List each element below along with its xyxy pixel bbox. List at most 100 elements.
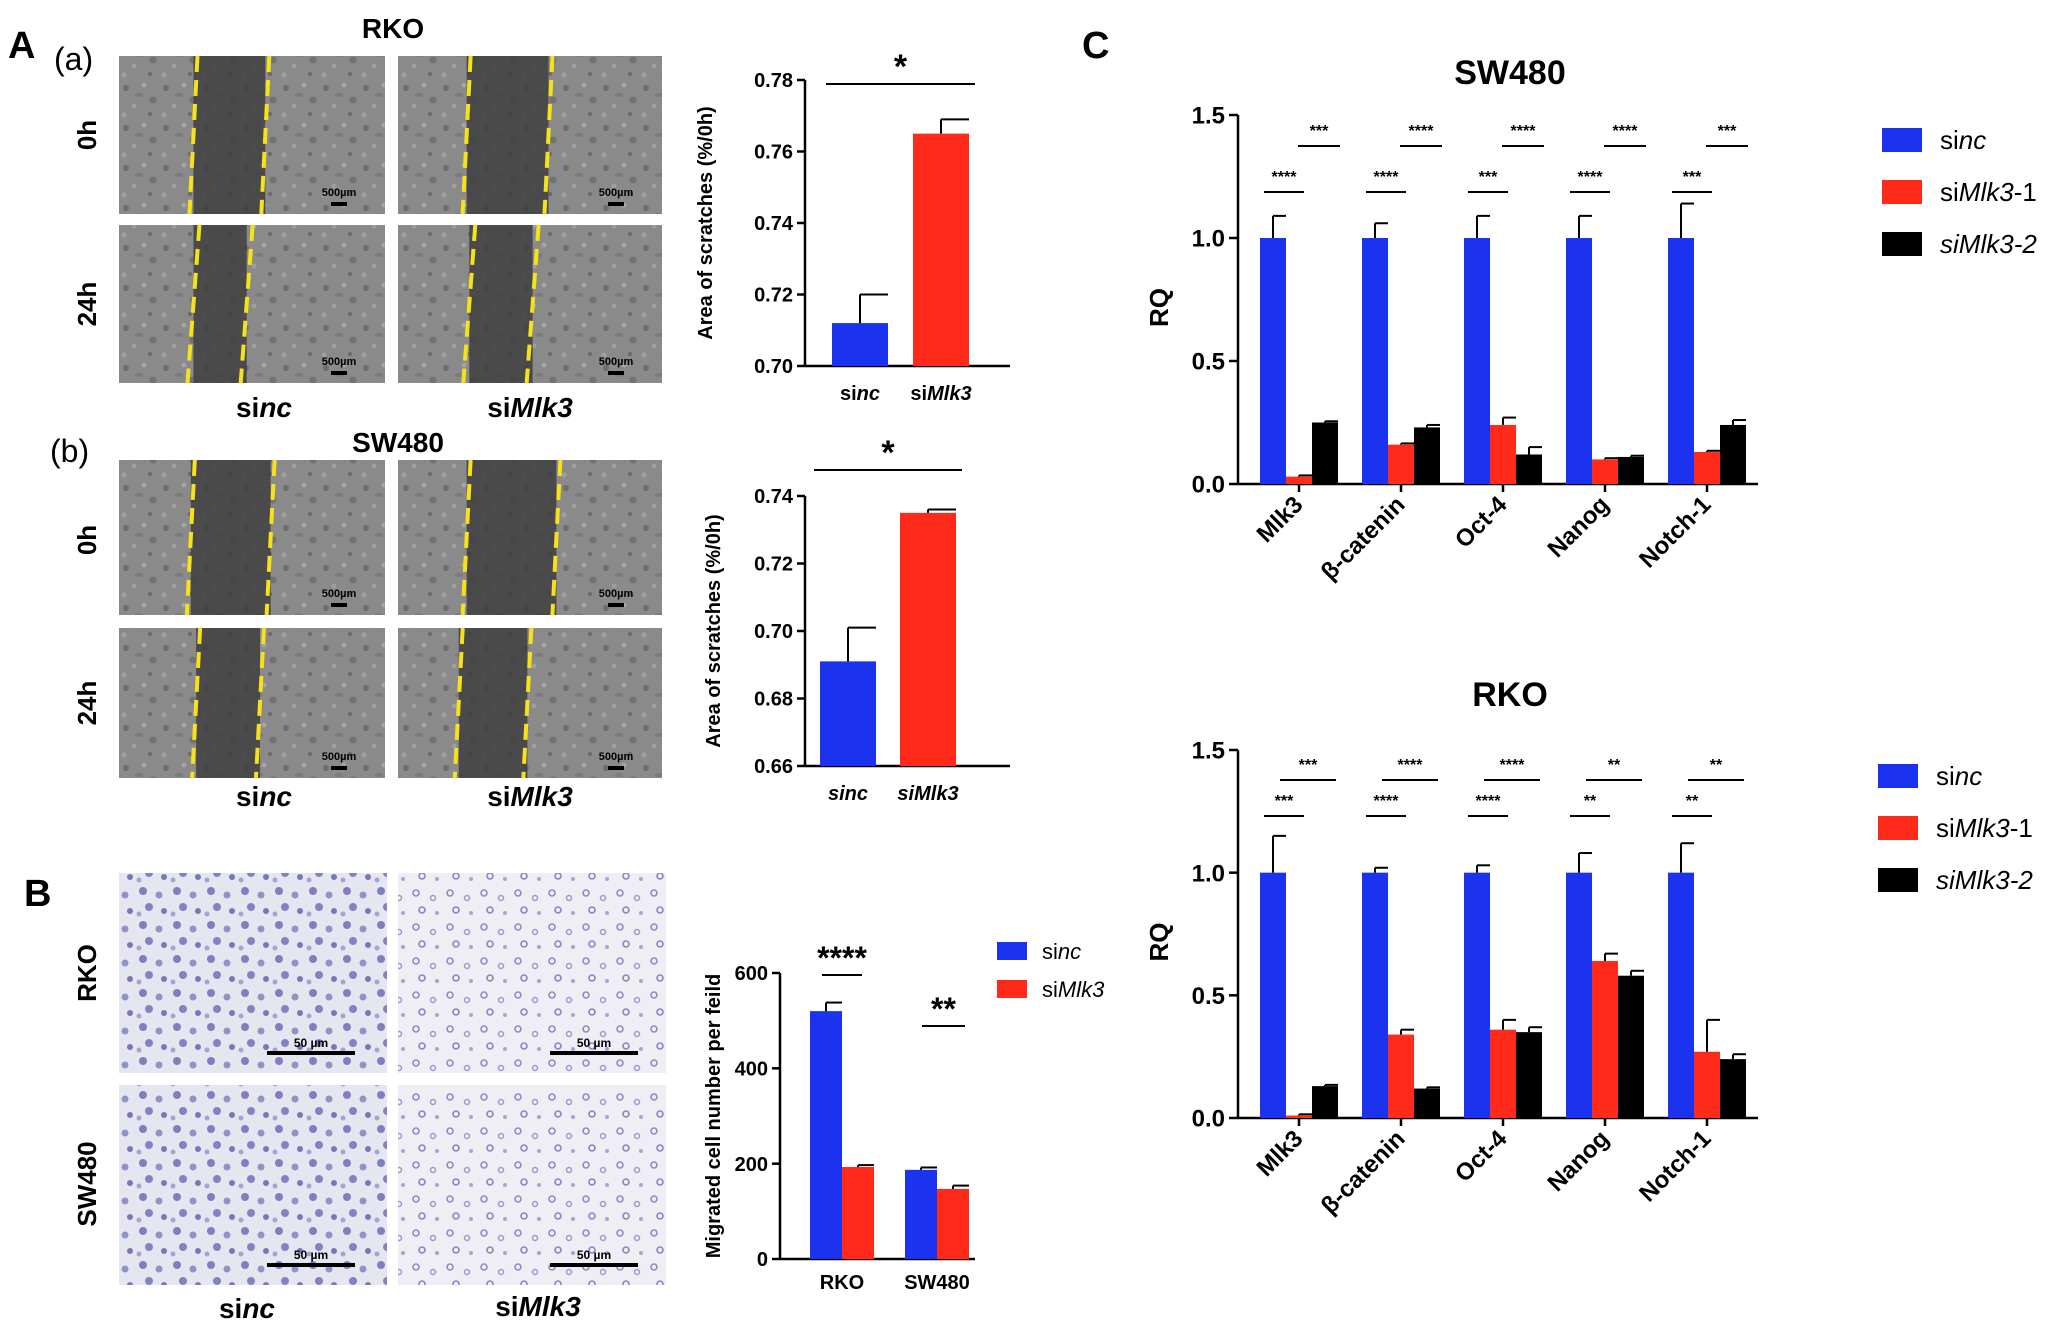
scratch-edge-line bbox=[238, 224, 255, 384]
micrograph-title: SW480 bbox=[352, 427, 444, 458]
x-tick-label: sinc bbox=[828, 783, 868, 805]
scratch-edge-line bbox=[190, 627, 203, 779]
significance-label: **** bbox=[1578, 169, 1604, 186]
bar-Nanog-sinc bbox=[1566, 872, 1592, 1118]
bar-Mlk3-siMlk3-2 bbox=[1312, 1086, 1338, 1118]
transwell-image bbox=[119, 873, 387, 1073]
legend-swatch bbox=[1882, 180, 1922, 204]
significance-label: *** bbox=[1683, 169, 1702, 186]
chart-Aa: 0.70 0.72 0.74 0.76 0.78 sinc siMlk3 * Area of s… bbox=[695, 48, 1010, 405]
y-tick-label: 1.0 bbox=[1192, 226, 1225, 253]
scratch-edge-line bbox=[460, 55, 473, 215]
micrograph-title: RKO bbox=[362, 13, 424, 44]
y-tick-label: 0.68 bbox=[754, 689, 793, 711]
scale-bar bbox=[550, 1263, 638, 1267]
chart-title: SW480 bbox=[1454, 54, 1566, 92]
transwell-image bbox=[398, 873, 666, 1073]
bar-Mlk3-siMlk3-2 bbox=[1312, 422, 1338, 484]
x-tick-label: siMlk3 bbox=[910, 383, 971, 405]
column-label: siMlk3 bbox=[487, 781, 573, 812]
bar-Oct-4-siMlk3-1 bbox=[1490, 1029, 1516, 1118]
scale-bar-label: 500µm bbox=[322, 187, 357, 199]
y-tick-label: 0.74 bbox=[754, 213, 794, 235]
sub-label-a: (a) bbox=[54, 41, 93, 77]
x-tick-label: Nanog bbox=[1543, 1125, 1615, 1197]
legend-swatch bbox=[1882, 128, 1922, 152]
significance-label: **** bbox=[1272, 169, 1298, 186]
significance-label: **** bbox=[1511, 123, 1537, 140]
scale-bar bbox=[331, 603, 347, 607]
bar-Notch-1-siMlk3-2 bbox=[1720, 424, 1746, 484]
column-label: sinc bbox=[236, 392, 292, 423]
bar-Mlk3-sinc bbox=[1260, 238, 1286, 484]
scratch-gap bbox=[458, 628, 528, 778]
bar-Notch-1-sinc bbox=[1668, 238, 1694, 484]
bar-Oct-4-sinc bbox=[1464, 238, 1490, 484]
legend-label: siMlk3-2 bbox=[1940, 229, 2037, 259]
y-tick-label: 0.0 bbox=[1192, 472, 1225, 499]
transwell-image bbox=[398, 1085, 666, 1285]
scratch-gap bbox=[466, 56, 549, 214]
x-tick-label: sinc bbox=[840, 383, 880, 405]
bar-Nanog-siMlk3-2 bbox=[1618, 975, 1644, 1118]
significance-label: *** bbox=[1479, 169, 1498, 186]
sub-label-b: (b) bbox=[50, 433, 89, 469]
scratch-gap bbox=[193, 56, 266, 214]
x-tick-label: Mlk3 bbox=[1252, 491, 1309, 548]
bar-Nanog-siMlk3-2 bbox=[1618, 456, 1644, 484]
legend-label: sinc bbox=[1940, 125, 1986, 155]
y-tick-label: 0.74 bbox=[754, 486, 794, 508]
scale-bar bbox=[608, 603, 624, 607]
bar-Mlk3-siMlk3-1 bbox=[1286, 476, 1312, 484]
bar-sinc bbox=[820, 661, 876, 766]
scratch-edge-line bbox=[542, 55, 555, 215]
significance-label: **** bbox=[1374, 169, 1400, 186]
significance-label: **** bbox=[817, 940, 867, 976]
bar-Nanog-siMlk3-1 bbox=[1592, 459, 1618, 484]
bar-RKO-sinc bbox=[810, 1011, 842, 1259]
scale-bar-label: 50 µm bbox=[294, 1036, 328, 1050]
row-label: RKO bbox=[72, 944, 102, 1002]
y-tick-label: 0.72 bbox=[754, 285, 793, 307]
bar-Mlk3-siMlk3-1 bbox=[1286, 1115, 1312, 1118]
significance-label: ** bbox=[1686, 793, 1699, 810]
scale-bar-label: 500µm bbox=[599, 356, 634, 368]
scale-bar bbox=[550, 1051, 638, 1055]
scratch-edge-line bbox=[521, 627, 534, 779]
scratch-edge-line bbox=[185, 224, 202, 384]
bar-RKO-siMlk3 bbox=[842, 1167, 874, 1259]
bar-β-catenin-sinc bbox=[1362, 872, 1388, 1118]
bar-siMlk3 bbox=[900, 512, 956, 766]
significance-label: **** bbox=[1476, 793, 1502, 810]
significance-label: ** bbox=[1584, 793, 1597, 810]
legend-swatch bbox=[997, 980, 1027, 998]
significance-label: **** bbox=[1500, 757, 1526, 774]
x-tick-label: Notch-1 bbox=[1634, 1125, 1716, 1207]
scale-bar bbox=[608, 766, 624, 770]
scale-bar bbox=[608, 371, 624, 375]
scratch-edge-line bbox=[452, 627, 465, 779]
scratch-edge-line bbox=[253, 627, 266, 779]
legend-swatch bbox=[1878, 816, 1918, 840]
y-tick-label: 0.70 bbox=[754, 356, 793, 378]
chart-Ab: 0.66 0.68 0.70 0.72 0.74 sinc siMlk3 * Area of s… bbox=[703, 434, 1010, 805]
panel-letter-C: C bbox=[1082, 25, 1109, 67]
scratch-edge-line bbox=[259, 55, 272, 215]
bar-Nanog-sinc bbox=[1566, 238, 1592, 484]
bar-SW480-sinc bbox=[905, 1169, 937, 1259]
scratch-edge-line bbox=[461, 224, 478, 384]
chart-layer: 0.70 0.72 0.74 0.76 0.78 sinc siMlk3 * Area of s… bbox=[695, 48, 2037, 1294]
significance-label: **** bbox=[1374, 793, 1400, 810]
scale-bar bbox=[331, 371, 347, 375]
x-tick-label: Notch-1 bbox=[1634, 491, 1716, 573]
scale-bar-label: 500µm bbox=[322, 356, 357, 368]
significance-label: *** bbox=[1275, 793, 1294, 810]
chart-C_SW480: SW4800.00.51.01.5RQMlk3*******β-catenin*… bbox=[1144, 54, 2037, 586]
row-label: 0h bbox=[72, 525, 102, 555]
x-tick-label: Oct-4 bbox=[1450, 1125, 1513, 1188]
scale-bar-label: 50 µm bbox=[577, 1248, 611, 1262]
scale-bar-label: 500µm bbox=[322, 588, 357, 600]
y-tick-label: 0.76 bbox=[754, 142, 793, 164]
bar-siMlk3 bbox=[913, 133, 969, 366]
x-tick-label: Nanog bbox=[1543, 491, 1615, 563]
